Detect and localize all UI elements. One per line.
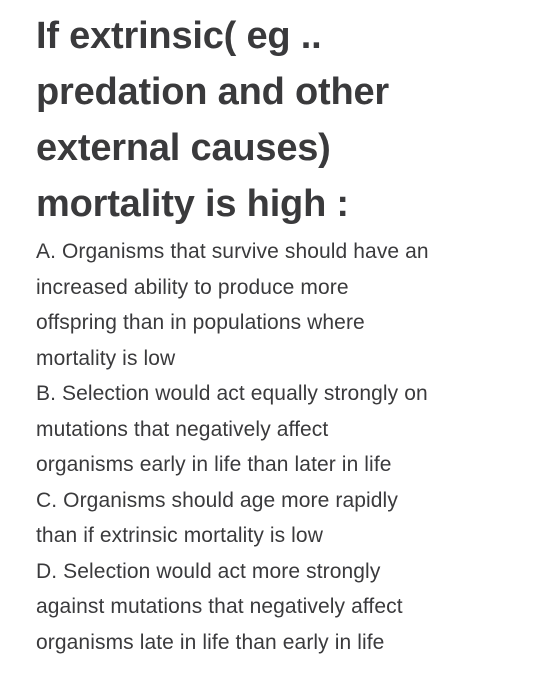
option-text-line: mutations that negatively affect [36,417,329,441]
option-text-line: D. Selection would act more strongly [36,559,381,583]
option-text-line: A. Organisms that survive should have an [36,240,429,263]
option-text-line: C. Organisms should age more rapidly [36,488,398,512]
title-line: external causes) [36,127,331,169]
option-c: C. Organisms should age more rapidly tha… [36,483,526,554]
option-a: A. Organisms that survive should have an… [36,234,526,376]
option-text-line: increased ability to produce more [36,275,349,299]
title-line: mortality is high : [36,183,349,225]
question-document: If extrinsic( eg .. predation and other … [36,8,526,660]
option-text-line: than if extrinsic mortality is low [36,524,323,547]
answer-options: A. Organisms that survive should have an… [36,234,526,660]
option-d: D. Selection would act more strongly aga… [36,554,526,661]
option-text-line: offspring than in populations where [36,311,365,334]
option-text-line: against mutations that negatively affect [36,595,403,618]
question-title: If extrinsic( eg .. predation and other … [36,8,526,232]
option-b: B. Selection would act equally strongly … [36,376,526,483]
option-text-line: mortality is low [36,346,176,370]
title-line: If extrinsic( eg .. [36,15,322,57]
title-line: predation and other [36,71,389,113]
option-text-line: B. Selection would act equally strongly … [36,382,428,405]
option-text-line: organisms late in life than early in lif… [36,630,385,654]
option-text-line: organisms early in life than later in li… [36,453,392,476]
